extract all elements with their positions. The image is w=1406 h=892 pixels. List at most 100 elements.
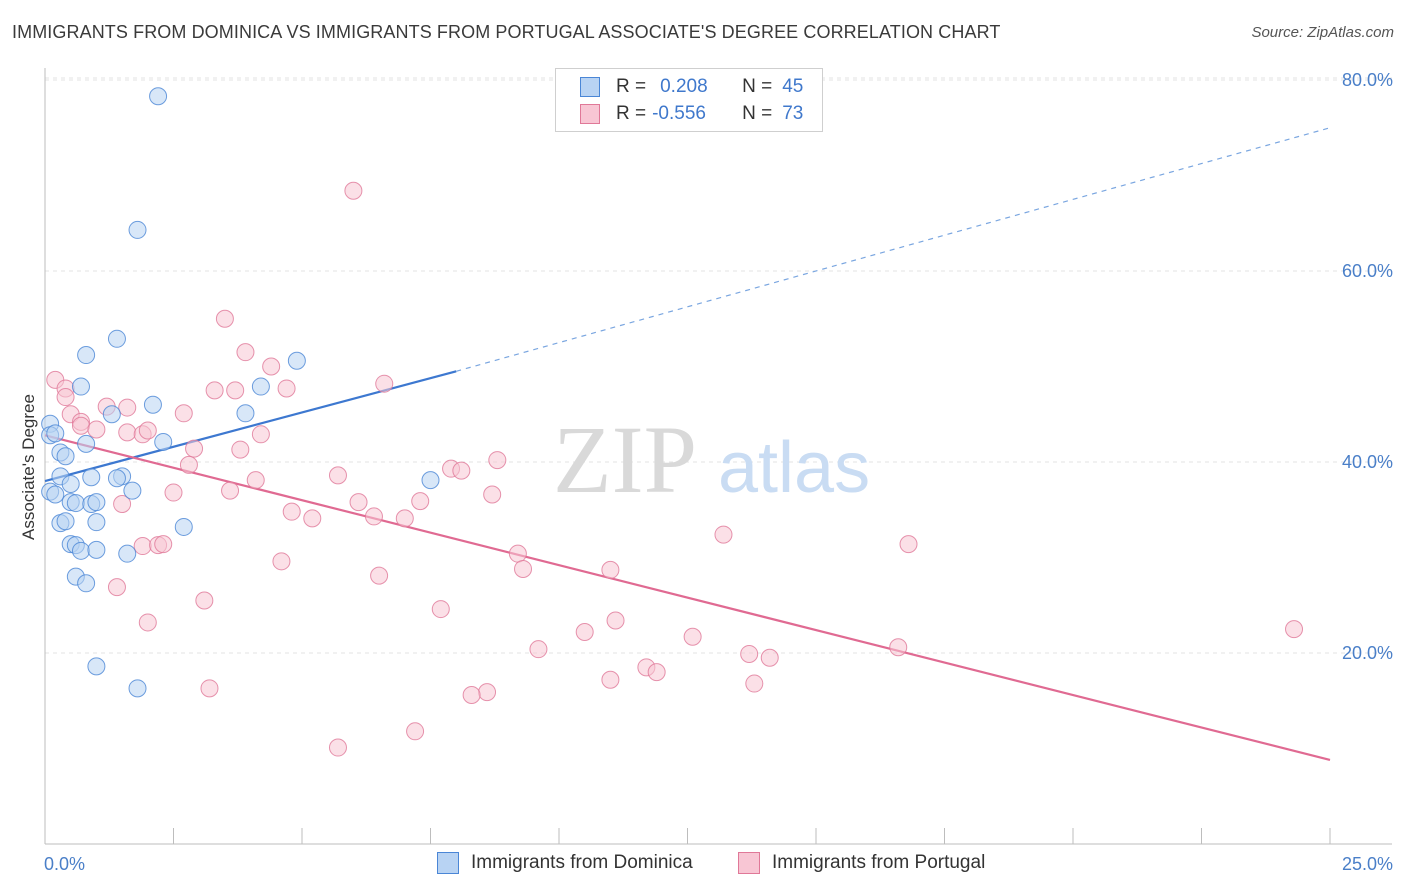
legend-r-value-dominica: 0.208: [660, 76, 708, 97]
legend-n-value-portugal: 73: [782, 103, 804, 124]
data-point: [483, 485, 502, 504]
data-point: [431, 600, 450, 619]
data-point: [231, 440, 250, 459]
data-point: [411, 492, 430, 511]
data-point: [118, 398, 137, 417]
series-legend-dominica: Immigrants from Dominica: [437, 852, 693, 874]
legend-swatch-portugal: [580, 104, 600, 124]
data-point: [123, 481, 142, 500]
data-point: [889, 638, 908, 657]
trend-line-dominica-extension: [456, 127, 1331, 372]
data-point: [462, 686, 481, 705]
legend-r-label: R =: [616, 103, 647, 124]
data-points: [41, 87, 1304, 757]
legend-swatch-dominica: [580, 77, 600, 97]
data-point: [107, 329, 126, 348]
data-point: [601, 560, 620, 579]
legend-n-label: N =: [742, 76, 773, 97]
y-axis-title: Associate's Degree: [19, 394, 38, 540]
data-point: [128, 220, 147, 239]
data-point: [221, 481, 240, 500]
watermark-atlas: atlas: [718, 428, 870, 508]
data-point: [179, 455, 198, 474]
data-point: [364, 507, 383, 526]
series-label-dominica: Immigrants from Dominica: [471, 852, 693, 873]
data-point: [87, 540, 106, 559]
data-point: [87, 657, 106, 676]
series-swatch-portugal: [738, 852, 760, 874]
data-point: [138, 421, 157, 440]
legend-row-portugal: R = -0.556 N = 73: [580, 101, 803, 127]
data-point: [575, 622, 594, 641]
data-point: [349, 493, 368, 512]
data-point: [87, 513, 106, 532]
y-tick-label: 40.0%: [1342, 452, 1393, 472]
x-tick-label: 25.0%: [1342, 854, 1393, 874]
legend-n-value-dominica: 45: [782, 76, 804, 97]
y-tick-label: 80.0%: [1342, 70, 1393, 90]
data-point: [251, 377, 270, 396]
data-point: [195, 591, 214, 610]
data-point: [154, 535, 173, 554]
legend-r-value-portugal: -0.556: [652, 103, 706, 124]
series-points-portugal: [46, 181, 1304, 757]
data-point: [107, 578, 126, 597]
data-point: [200, 679, 219, 698]
data-point: [529, 640, 548, 659]
legend-r-label: R =: [616, 76, 647, 97]
data-point: [236, 404, 255, 423]
data-point: [601, 670, 620, 689]
y-tick-label: 20.0%: [1342, 643, 1393, 663]
data-point: [421, 471, 440, 490]
watermark-zip: ZIP: [553, 406, 697, 513]
data-point: [282, 502, 301, 521]
legend-n-label: N =: [742, 103, 773, 124]
data-point: [56, 388, 75, 407]
data-point: [71, 541, 90, 560]
data-point: [303, 509, 322, 528]
data-point: [236, 343, 255, 362]
data-point: [683, 627, 702, 646]
data-point: [46, 424, 65, 443]
data-point: [77, 346, 96, 365]
data-point: [113, 495, 132, 514]
x-tick-label: 0.0%: [44, 854, 85, 874]
data-point: [488, 451, 507, 470]
data-point: [478, 683, 497, 702]
axes: [44, 68, 1392, 845]
series-legend-portugal: Immigrants from Portugal: [738, 852, 985, 874]
series-swatch-dominica: [437, 852, 459, 874]
data-point: [246, 471, 265, 490]
data-point: [647, 663, 666, 682]
data-point: [606, 611, 625, 630]
series-legend: Immigrants from Dominica Immigrants from…: [0, 852, 1406, 878]
data-point: [87, 420, 106, 439]
data-point: [107, 469, 126, 488]
data-point: [71, 377, 90, 396]
data-point: [514, 559, 533, 578]
data-point: [277, 379, 296, 398]
data-point: [251, 425, 270, 444]
data-point: [344, 181, 363, 200]
stats-legend: R = 0.208 N = 45 R = -0.556 N = 73: [555, 68, 823, 132]
data-point: [77, 434, 96, 453]
data-point: [508, 544, 527, 563]
data-point: [174, 517, 193, 536]
data-point: [61, 474, 80, 493]
data-point: [452, 461, 471, 480]
data-point: [118, 423, 137, 442]
data-point: [714, 525, 733, 544]
data-point: [185, 439, 204, 458]
data-point: [133, 537, 152, 556]
data-point: [149, 87, 168, 106]
series-points-dominica: [41, 87, 440, 698]
data-point: [899, 535, 918, 554]
data-point: [164, 483, 183, 502]
data-point: [82, 468, 101, 487]
data-point: [375, 374, 394, 393]
data-point: [56, 447, 75, 466]
data-point: [205, 381, 224, 400]
tick-labels: 20.0% 40.0% 60.0% 80.0% 0.0% 25.0%: [44, 70, 1393, 874]
data-point: [328, 738, 347, 757]
